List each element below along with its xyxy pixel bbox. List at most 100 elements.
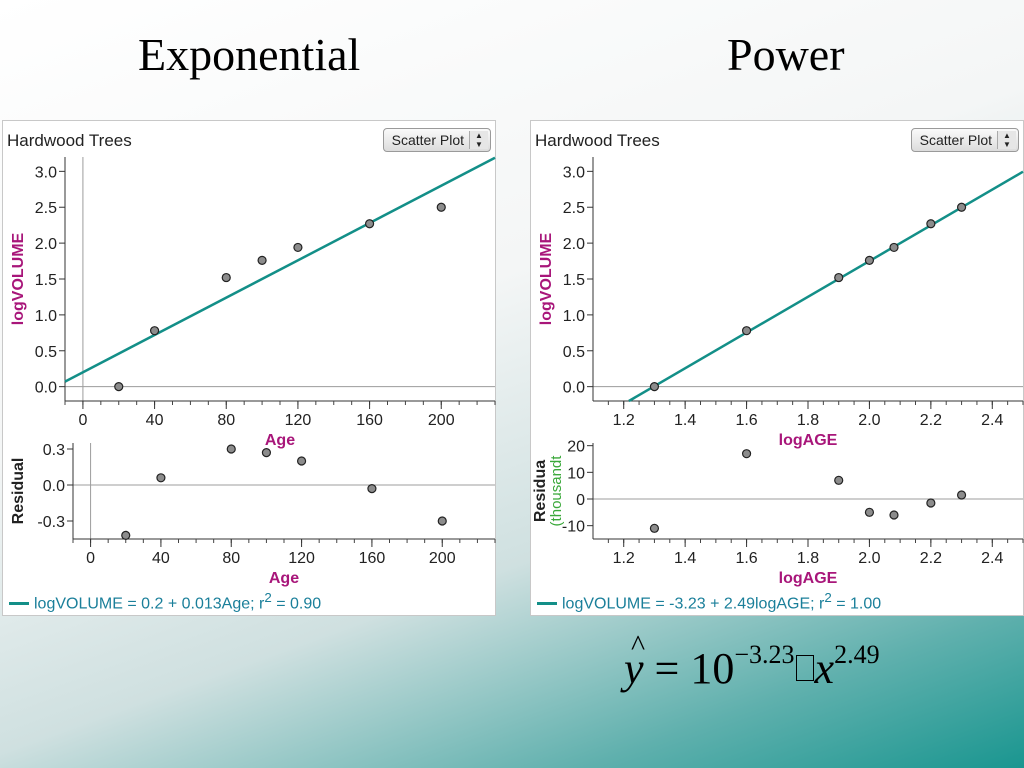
regression-legend: logVOLUME = 0.2 + 0.013Age; r2 = 0.90	[9, 590, 321, 613]
regression-line	[628, 170, 1024, 403]
legend-r2-exponent: 2	[264, 589, 272, 605]
x-tick-label: 200	[429, 550, 456, 567]
plot-type-dropdown[interactable]: Scatter Plot ▲ ▼	[910, 128, 1019, 152]
y-axis-label: Residual	[10, 458, 27, 525]
x-tick-label: 2.0	[858, 550, 880, 567]
exponential-chart-svg: 0 40 80 120 160 200 0.0 0.5 1.0 1.5 2.0 2.5 3.0 Age lo…	[10, 156, 496, 587]
data-point	[114, 382, 124, 392]
x-tick-label: 1.2	[613, 412, 635, 429]
exponential-plot-panel: Hardwood Trees Scatter Plot ▲ ▼ 0 40 80 120 1…	[2, 120, 496, 616]
data-point	[926, 498, 936, 508]
x-tick-label: 80	[217, 412, 235, 429]
data-point	[864, 255, 875, 265]
x-tick-label: 160	[359, 550, 386, 567]
legend-equation: logVOLUME = -3.23 + 2.49logAGE; r	[562, 595, 825, 612]
data-point	[257, 255, 267, 265]
power-chart-svg: 1.2 1.4 1.6 1.8 2.0 2.2 2.4 0.0 0.5 1.0 1.5 2.0 2.5 3…	[532, 157, 1024, 587]
y-tick-label: 1.0	[563, 308, 585, 325]
legend-equation: logVOLUME = 0.2 + 0.013Age; r	[34, 595, 265, 612]
power-model-formula: y ^ = 10−3.23 x2.49	[624, 629, 880, 694]
missing-glyph-box	[795, 655, 814, 681]
x-tick-label: 1.4	[674, 550, 696, 567]
y-tick-label: 0.0	[563, 380, 585, 397]
data-point	[926, 219, 936, 229]
plot-type-dropdown[interactable]: Scatter Plot ▲ ▼	[382, 128, 491, 152]
data-point	[741, 326, 752, 336]
legend-r2-exponent: 2	[824, 589, 832, 605]
x-axis-label: Age	[265, 432, 295, 449]
x-tick-label: 1.6	[735, 550, 757, 567]
plot-type-label: Scatter Plot	[919, 132, 992, 148]
data-point	[364, 219, 375, 229]
x-tick-label: 2.4	[981, 412, 1003, 429]
formula-variable-exponent: 2.49	[834, 640, 880, 669]
y-tick-label: 10	[567, 465, 585, 482]
y-tick-label: 1.5	[563, 272, 585, 289]
formula-exponent: −3.23	[734, 640, 795, 669]
data-point	[226, 444, 236, 454]
y-tick-label: 2.5	[563, 200, 585, 217]
y-tick-label: 2.0	[563, 236, 585, 253]
stepper-arrows-icon[interactable]: ▲ ▼	[469, 131, 488, 149]
legend-line-swatch	[9, 602, 29, 606]
x-axis-label: Age	[269, 570, 299, 587]
formula-variable: x	[814, 644, 835, 693]
data-point	[956, 490, 967, 500]
x-tick-label: 2.2	[920, 412, 942, 429]
y-tick-label: -10	[562, 519, 585, 536]
panel-title: Hardwood Trees	[535, 131, 660, 150]
x-tick-label: 2.2	[920, 550, 942, 567]
y-tick-label: 0.5	[563, 344, 585, 361]
x-tick-label: 1.8	[797, 412, 819, 429]
y-axis-label: Residua	[532, 460, 549, 522]
y-tick-label: 0.0	[35, 380, 57, 397]
y-tick-label: 0.5	[35, 344, 57, 361]
slide-title-power: Power	[727, 29, 845, 80]
y-axis-label: logVOLUME	[538, 232, 555, 325]
data-point	[149, 326, 160, 336]
power-plot-panel: Hardwood Trees Scatter Plot ▲ ▼ 1.2 1.4 1.6…	[530, 120, 1024, 616]
formula-base: 10	[690, 644, 735, 693]
legend-line-swatch	[537, 602, 557, 606]
x-tick-label: 2.4	[981, 550, 1003, 567]
y-tick-label: -0.3	[37, 514, 65, 531]
data-point	[121, 530, 131, 540]
formula-equals: =	[654, 644, 680, 693]
x-tick-label: 160	[356, 412, 383, 429]
data-point	[649, 382, 660, 392]
legend-r2-value: = 0.90	[271, 595, 322, 612]
data-point	[261, 448, 272, 458]
regression-legend: logVOLUME = -3.23 + 2.49logAGE; r2 = 1.0…	[537, 590, 881, 613]
x-tick-label: 0	[78, 412, 87, 429]
x-tick-label: 1.4	[674, 412, 696, 429]
x-tick-label: 1.6	[735, 412, 757, 429]
stepper-arrows-icon[interactable]: ▲ ▼	[997, 131, 1016, 149]
data-point	[296, 456, 307, 466]
data-point	[889, 242, 899, 253]
y-axis-label: logVOLUME	[10, 232, 27, 325]
y-tick-label: 20	[567, 439, 585, 456]
data-point	[834, 272, 844, 283]
x-tick-label: 40	[146, 412, 164, 429]
data-point	[156, 473, 166, 483]
data-point	[436, 202, 446, 212]
y-tick-label: 2.5	[35, 200, 57, 217]
x-tick-label: 120	[288, 550, 315, 567]
x-tick-label: 120	[285, 412, 312, 429]
x-tick-label: 1.2	[613, 550, 635, 567]
data-point	[956, 202, 967, 212]
slide-title-exponential: Exponential	[138, 29, 361, 80]
data-point	[293, 242, 303, 253]
x-tick-label: 40	[152, 550, 170, 567]
y-tick-label: 0	[576, 492, 585, 509]
data-point	[221, 272, 231, 283]
data-point	[649, 523, 660, 533]
plot-type-label: Scatter Plot	[391, 132, 464, 148]
data-point	[834, 475, 844, 485]
y-tick-label: 2.0	[35, 236, 57, 253]
formula-yhat: y ^	[624, 629, 646, 693]
data-point	[864, 507, 875, 517]
x-axis-label: logAGE	[779, 570, 838, 587]
y-tick-label: 3.0	[35, 164, 57, 181]
y-tick-label: 3.0	[563, 164, 585, 181]
